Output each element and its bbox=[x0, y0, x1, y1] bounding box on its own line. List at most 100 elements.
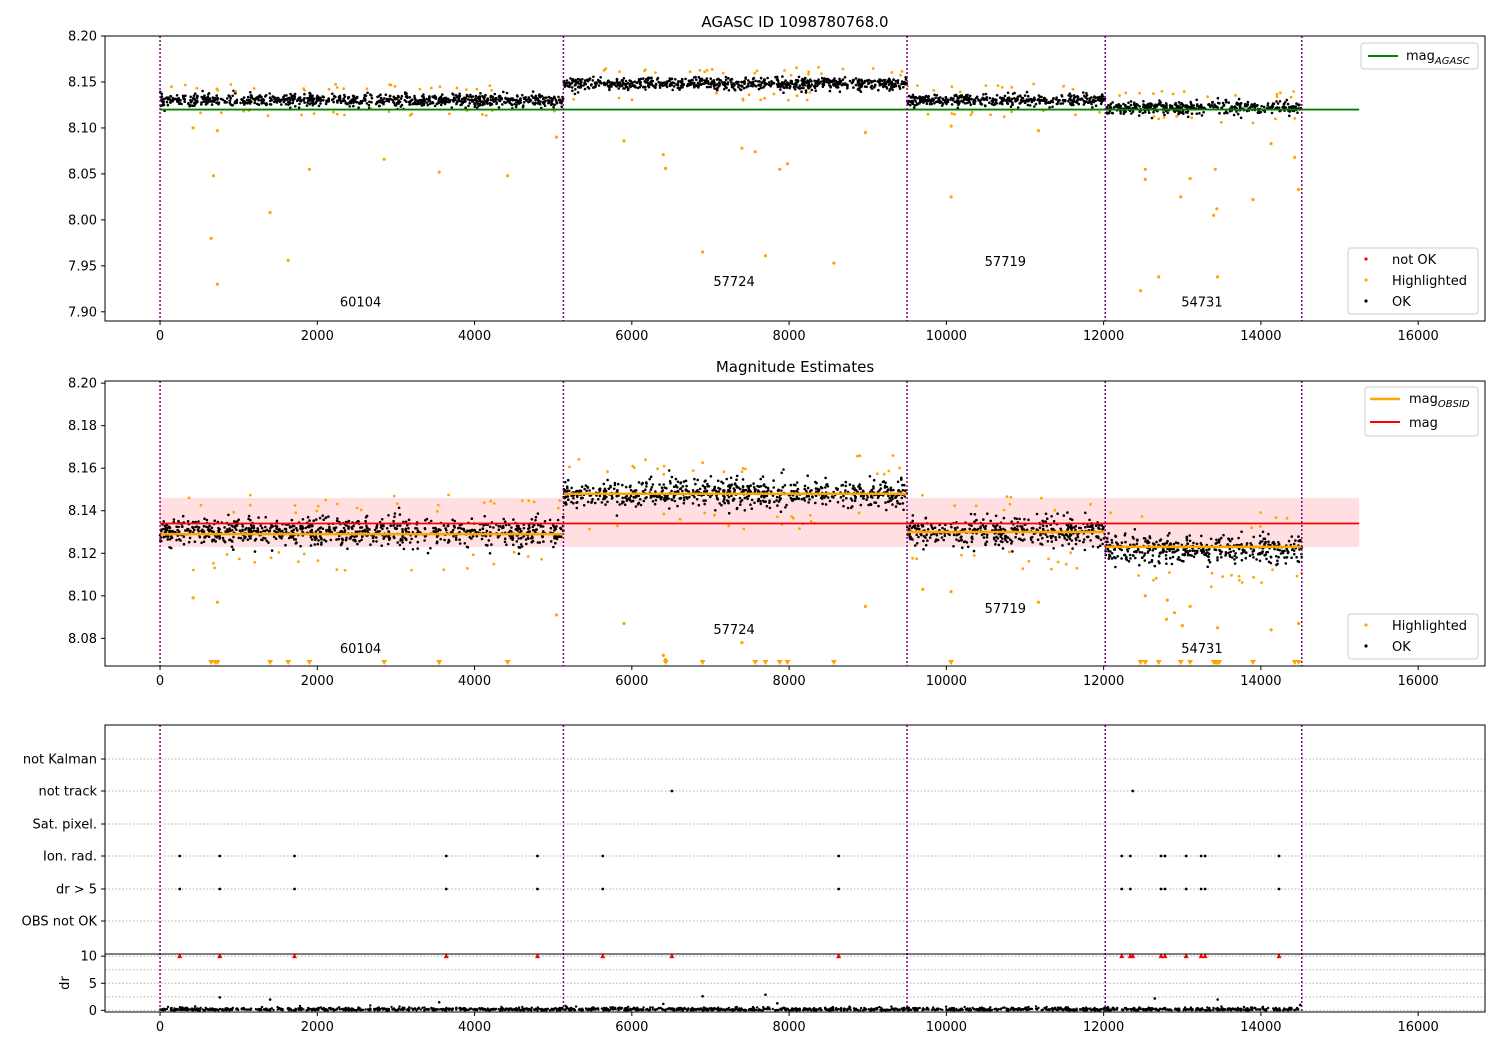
ok-point bbox=[1116, 105, 1120, 109]
ok-point bbox=[1134, 105, 1137, 108]
ok-point bbox=[829, 85, 832, 89]
ok-point bbox=[1293, 552, 1296, 556]
ok-point bbox=[698, 77, 702, 81]
ok-point bbox=[1100, 100, 1104, 103]
ok-point bbox=[727, 511, 731, 515]
ok-point bbox=[934, 96, 937, 100]
x-tick-label: 14000 bbox=[1240, 329, 1281, 344]
ok-point bbox=[903, 80, 906, 84]
ok-point bbox=[319, 526, 323, 529]
highlighted-point bbox=[1175, 115, 1179, 118]
ok-point bbox=[724, 75, 728, 79]
highlighted-point bbox=[832, 261, 836, 265]
ok-point bbox=[622, 77, 626, 80]
ok-point bbox=[367, 103, 371, 107]
ok-point bbox=[1170, 104, 1173, 108]
ok-point bbox=[752, 76, 756, 80]
ok-point bbox=[777, 500, 781, 503]
ok-point bbox=[1065, 538, 1069, 542]
ok-point bbox=[275, 519, 279, 523]
ok-point bbox=[360, 526, 364, 529]
ok-point bbox=[1295, 555, 1298, 559]
ok-point bbox=[861, 489, 865, 493]
ok-point bbox=[1040, 95, 1043, 99]
ok-point bbox=[961, 546, 964, 549]
ok-point bbox=[518, 527, 522, 531]
ok-point bbox=[662, 483, 665, 486]
ok-point bbox=[968, 101, 972, 104]
ok-point bbox=[1076, 96, 1079, 99]
ok-point bbox=[369, 543, 372, 546]
ok-point bbox=[849, 506, 853, 510]
ok-point bbox=[490, 102, 494, 106]
ok-point bbox=[1054, 536, 1057, 539]
highlighted-point bbox=[721, 71, 725, 75]
ok-point bbox=[1063, 536, 1066, 540]
ok-point bbox=[597, 84, 601, 87]
ok-point bbox=[852, 86, 855, 89]
ok-point bbox=[427, 98, 430, 101]
ok-point bbox=[819, 80, 822, 84]
ok-point bbox=[828, 499, 832, 503]
highlighted-point bbox=[335, 112, 339, 116]
ok-point bbox=[451, 92, 454, 95]
ok-point bbox=[418, 98, 422, 102]
ok-point bbox=[577, 82, 581, 85]
ok-point bbox=[646, 84, 650, 87]
ok-point bbox=[356, 95, 359, 99]
ok-point bbox=[732, 497, 735, 501]
ok-point bbox=[790, 82, 794, 85]
highlighted-point bbox=[950, 112, 954, 115]
ok-point bbox=[616, 500, 619, 504]
ok-point bbox=[553, 535, 556, 538]
ok-point bbox=[813, 79, 816, 83]
ok-point bbox=[592, 75, 595, 79]
ok-point bbox=[800, 86, 803, 90]
ok-point bbox=[306, 96, 309, 100]
highlighted-point bbox=[932, 89, 936, 92]
ok-point bbox=[395, 527, 399, 530]
ok-point bbox=[908, 524, 912, 528]
ok-point bbox=[1180, 111, 1184, 114]
highlighted-point bbox=[604, 67, 608, 70]
ok-point bbox=[218, 537, 221, 540]
ok-point bbox=[399, 105, 403, 108]
ok-point bbox=[168, 538, 172, 541]
ok-point bbox=[695, 83, 698, 87]
ok-point bbox=[1107, 104, 1110, 107]
ok-point bbox=[1119, 104, 1123, 108]
ok-point bbox=[322, 518, 326, 521]
ok-point bbox=[897, 84, 901, 88]
ok-point bbox=[644, 88, 647, 91]
ok-point bbox=[1088, 99, 1091, 102]
ok-point bbox=[1143, 110, 1147, 114]
ok-point bbox=[488, 101, 492, 105]
ok-point bbox=[446, 524, 450, 528]
ok-point bbox=[886, 489, 889, 492]
ok-point bbox=[979, 525, 982, 529]
ok-point bbox=[380, 518, 384, 521]
ok-point bbox=[316, 542, 320, 546]
ok-point bbox=[1048, 106, 1051, 109]
ok-point bbox=[775, 499, 778, 502]
ok-point bbox=[392, 519, 395, 523]
ok-point bbox=[532, 102, 535, 105]
ok-point bbox=[1020, 96, 1024, 100]
ok-point bbox=[382, 537, 386, 540]
ok-point bbox=[972, 98, 976, 102]
ok-point bbox=[956, 98, 959, 102]
ok-point bbox=[784, 506, 787, 509]
ok-point bbox=[352, 98, 356, 101]
ok-point bbox=[522, 96, 526, 100]
ok-point bbox=[852, 484, 855, 488]
ok-point bbox=[992, 536, 996, 540]
ok-point bbox=[820, 76, 824, 80]
ok-point bbox=[839, 496, 843, 499]
ok-point bbox=[549, 103, 553, 107]
ok-point bbox=[401, 528, 404, 531]
ok-point bbox=[243, 101, 247, 104]
highlighted-point bbox=[1289, 95, 1293, 99]
ok-point bbox=[1195, 104, 1199, 108]
ok-point bbox=[468, 102, 472, 105]
ok-point bbox=[1003, 94, 1007, 98]
